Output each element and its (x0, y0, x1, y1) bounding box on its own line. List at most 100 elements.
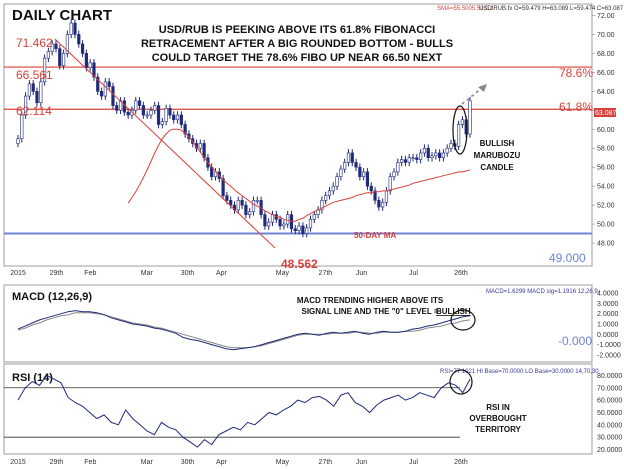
rsi-panel-frame (3, 363, 593, 455)
price-candle (320, 200, 324, 211)
price-candle (145, 114, 149, 117)
macd-annotation-1: MACD TRENDING HIGHER ABOVE ITS (297, 296, 444, 305)
price-candle (411, 157, 415, 160)
price-candle (434, 152, 438, 157)
price-candle (286, 214, 290, 225)
price-candle (156, 105, 161, 125)
x-tick-label-bottom: Feb (84, 459, 96, 466)
rsi-annotation-3: TERRITORY (475, 425, 521, 434)
x-tick-label: Apr (216, 270, 228, 277)
rsi-annotation-1: RSI IN (486, 403, 510, 412)
macd-panel-frame (3, 284, 593, 363)
price-candle (297, 225, 301, 232)
price-candle (422, 147, 427, 154)
fib-786-price-label: 66.561 (16, 68, 53, 82)
price-candle (343, 162, 347, 170)
price-candle (305, 227, 309, 234)
price-candle (65, 34, 69, 54)
price-candle (244, 204, 248, 215)
price-candle (122, 100, 126, 113)
fib-618-price-label: 62.114 (16, 104, 52, 118)
price-candle (137, 100, 142, 106)
x-tick-label: Mar (141, 270, 154, 277)
macd-y-tick-label: 2.0000 (597, 311, 619, 318)
price-candle (221, 178, 225, 196)
low-label: 48.562 (281, 257, 318, 271)
x-tick-label-bottom: May (276, 459, 290, 466)
rsi-y-tick-label: 30.0000 (597, 435, 622, 442)
price-candle (369, 185, 373, 192)
price-candle (384, 190, 389, 203)
rsi-y-tick-label: 50.0000 (597, 410, 622, 417)
price-candle (293, 228, 297, 232)
price-y-tick-label: 66.00 (597, 70, 615, 77)
last-price-text: 63.087 (595, 110, 617, 117)
price-candle (69, 22, 73, 35)
target-arrow-line (461, 87, 483, 105)
price-candle (392, 171, 396, 177)
macd-annotation-3: BULLISH (436, 307, 471, 316)
macd-annotation-2: SIGNAL LINE AND THE "0" LEVEL = (301, 307, 438, 316)
price-candle (149, 109, 153, 116)
price-candle (430, 155, 434, 159)
price-candle (441, 152, 446, 159)
headline-line-3: COULD TARGET THE 78.6% FIBO UP NEAR 66.5… (152, 52, 443, 64)
price-panel-frame (3, 3, 593, 267)
price-candle (160, 121, 164, 125)
rsi-line (17, 374, 471, 448)
price-candle (77, 34, 81, 45)
price-candle (20, 114, 24, 140)
price-candle (99, 91, 104, 97)
price-candle (16, 138, 20, 144)
rsi-y-tick-label: 60.0000 (597, 398, 622, 405)
rsi-legend: RSI=77.1021 HI Base=70.0000 LO Base=30.0… (440, 369, 599, 375)
price-candle (400, 159, 404, 163)
rsi-highlight-circle (449, 369, 473, 395)
price-candle (46, 51, 50, 59)
price-y-axis: 72.0070.0068.0066.0064.0062.0060.0058.00… (592, 13, 615, 248)
x-tick-label-bottom: Apr (216, 459, 228, 466)
price-candle (23, 95, 28, 116)
downtrend-line (54, 38, 276, 249)
price-candle (415, 157, 419, 160)
rsi-y-tick-label: 20.0000 (597, 447, 622, 454)
price-y-tick-label: 70.00 (597, 32, 615, 39)
price-candle (449, 143, 453, 149)
x-tick-label-bottom: Jul (409, 459, 418, 466)
price-y-tick-label: 52.00 (597, 203, 615, 210)
fib-786-label: 78.6% (559, 66, 593, 80)
macd-highlight-circle (450, 309, 476, 331)
price-candle (263, 214, 267, 227)
price-candle (111, 86, 115, 106)
x-tick-label: May (276, 270, 290, 277)
fib-618-label: 61.8% (559, 100, 593, 114)
price-series (16, 19, 472, 238)
rsi-y-tick-label: 70.0000 (597, 385, 622, 392)
price-candle (27, 83, 31, 97)
price-candle (438, 152, 442, 159)
price-y-tick-label: 72.00 (597, 13, 615, 20)
price-candle (278, 219, 282, 227)
price-candle (213, 171, 218, 177)
candle-annotation-1: BULLISH (480, 139, 515, 148)
macd-y-tick-label: 0.0000 (597, 332, 619, 339)
price-candle (426, 147, 430, 159)
price-candle (103, 81, 107, 97)
rsi-y-axis: 80.0000 70.0000 60.0000 50.0000 40.0000 30.00… (597, 373, 622, 454)
price-candle (107, 81, 111, 87)
macd-y-tick-label: -1.0000 (597, 342, 621, 349)
price-candle (388, 176, 392, 192)
x-tick-label: 27th (319, 270, 333, 277)
macd-y-tick-label: -2.0000 (597, 352, 621, 359)
price-candle (403, 159, 408, 163)
x-tick-label: Jun (356, 270, 367, 277)
price-candle (267, 221, 271, 227)
headline-line-2: RETRACEMENT AFTER A BIG ROUNDED BOTTOM -… (141, 38, 453, 50)
fib-levels (4, 66, 592, 235)
price-candle (335, 176, 339, 187)
x-tick-label: 2015 (10, 270, 26, 277)
x-tick-label-bottom: 2015 (10, 459, 26, 466)
x-tick-label-bottom: 30th (181, 459, 195, 466)
candle-highlight-circle (452, 105, 468, 155)
